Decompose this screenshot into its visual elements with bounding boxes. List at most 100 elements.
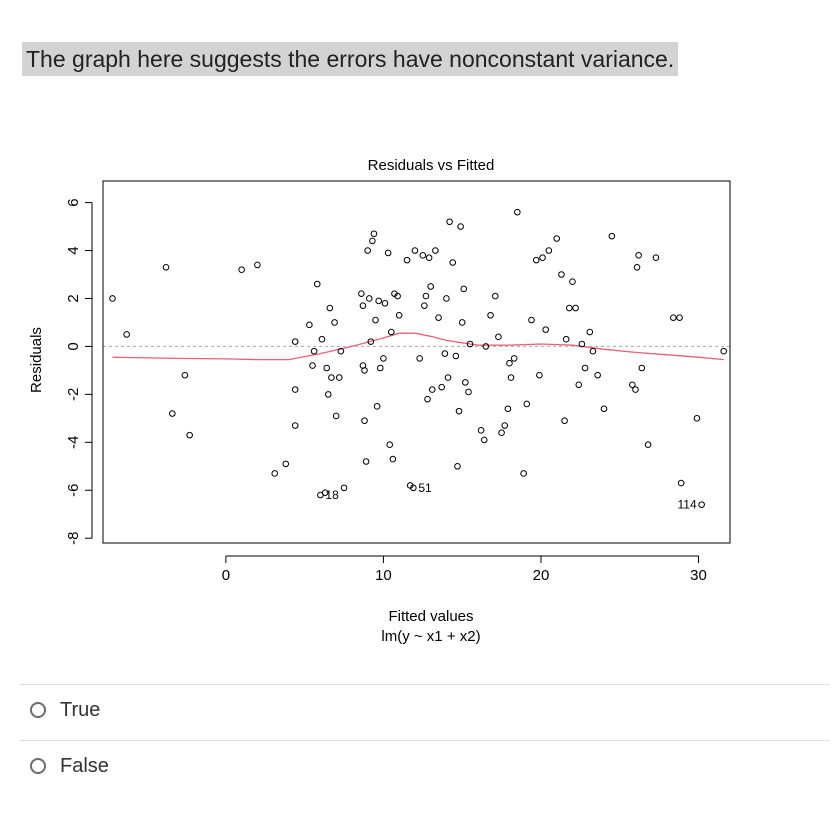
x-axis: 0 10 20 30 (222, 555, 707, 584)
data-point (491, 292, 499, 300)
data-point (532, 256, 540, 264)
data-point (466, 340, 474, 348)
data-point (536, 371, 543, 379)
data-point (372, 316, 379, 324)
data-point (477, 427, 485, 434)
data-point (380, 355, 387, 362)
data-point (514, 208, 521, 216)
data-point (507, 374, 515, 381)
data-point (410, 484, 417, 492)
data-point (558, 271, 565, 278)
data-point (358, 290, 365, 297)
data-point (441, 350, 449, 357)
data-point (455, 407, 463, 415)
data-point (384, 249, 392, 257)
point-label: 51 (418, 481, 432, 495)
divider-middle (20, 740, 830, 741)
smoother-line (112, 332, 724, 361)
data-point (331, 319, 338, 326)
radio-false[interactable] (30, 758, 46, 774)
data-point (545, 247, 553, 254)
data-point (677, 479, 685, 487)
data-point (569, 278, 576, 285)
data-point (510, 355, 518, 362)
y-tick-label: -8 (65, 532, 82, 545)
data-point (561, 417, 568, 425)
data-point (419, 252, 427, 259)
data-point (317, 491, 324, 499)
data-point (638, 364, 646, 372)
y-axis: -8 -6 -4 -2 0 2 4 6 (65, 198, 93, 545)
data-point (394, 292, 401, 300)
x-tick-label: 0 (222, 567, 230, 584)
data-point (566, 304, 573, 312)
y-tick-label: -2 (65, 388, 82, 401)
data-point (669, 314, 677, 321)
chart-title: Residuals vs Fitted (368, 157, 495, 174)
x-axis-sublabel: lm(y ~ x1 + x2) (381, 628, 480, 645)
data-point (600, 405, 608, 413)
data-point (362, 458, 370, 465)
data-point (306, 321, 313, 329)
data-point (460, 285, 468, 293)
data-point (332, 412, 340, 420)
question-text: The graph here suggests the errors have … (22, 42, 679, 76)
data-point (528, 316, 535, 324)
divider-top (20, 684, 830, 685)
data-point (421, 302, 428, 309)
data-point (313, 280, 321, 288)
data-point (501, 422, 509, 429)
data-point (291, 422, 299, 429)
data-point (375, 297, 382, 305)
data-point (676, 314, 683, 321)
data-point (462, 379, 469, 386)
data-point (376, 364, 384, 372)
data-point (520, 470, 527, 477)
data-point (291, 338, 299, 345)
option-false-label: False (60, 754, 109, 777)
data-point (310, 347, 318, 355)
data-point (458, 319, 466, 326)
data-point (369, 237, 376, 245)
y-tick-label: 6 (65, 198, 82, 206)
data-point (435, 314, 442, 321)
data-point (594, 371, 601, 379)
data-point (482, 343, 490, 350)
data-point (381, 299, 389, 307)
data-point (365, 295, 373, 302)
x-axis-label: Fitted values (388, 608, 473, 625)
option-false[interactable]: False (30, 751, 109, 781)
point-labels: 18 51 114 (325, 481, 697, 512)
data-point (523, 400, 531, 408)
data-point (238, 266, 245, 274)
data-point (361, 367, 368, 374)
data-point (324, 391, 332, 398)
data-point (271, 470, 279, 477)
data-point (186, 431, 193, 439)
y-tick-label: 4 (65, 246, 82, 254)
data-point (443, 295, 450, 302)
data-point (480, 436, 488, 444)
option-true[interactable]: True (30, 695, 100, 725)
point-series (109, 208, 727, 508)
data-point (632, 386, 639, 393)
x-tick-label: 10 (375, 567, 392, 584)
point-label: 114 (678, 498, 697, 512)
data-point (452, 352, 460, 360)
smoother-series (112, 332, 724, 361)
data-point (504, 405, 512, 413)
data-point (318, 335, 326, 343)
data-point (336, 374, 343, 381)
data-point (720, 347, 727, 355)
y-tick-label: -4 (65, 436, 82, 449)
data-point (425, 254, 433, 262)
data-point (644, 441, 652, 449)
data-point (424, 395, 431, 403)
data-point (389, 455, 397, 463)
data-point (446, 218, 453, 226)
radio-true[interactable] (30, 702, 46, 718)
data-point (444, 374, 452, 381)
data-point (542, 326, 549, 333)
y-tick-label: 2 (65, 294, 82, 302)
